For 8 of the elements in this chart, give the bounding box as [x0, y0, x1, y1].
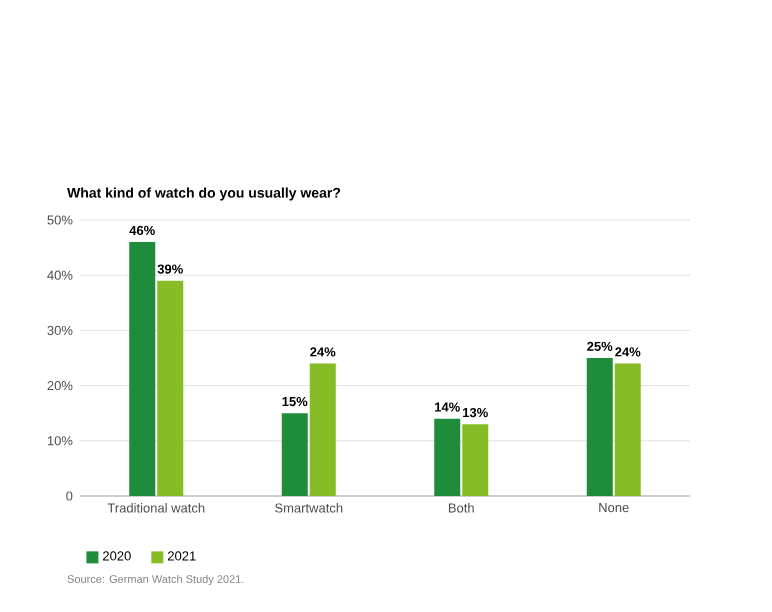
bar [309, 363, 336, 496]
bar [586, 358, 613, 496]
bar [281, 413, 308, 496]
bar [157, 280, 184, 496]
bar [129, 242, 156, 496]
bar [434, 418, 461, 496]
bar [462, 424, 489, 496]
bar [614, 363, 641, 496]
